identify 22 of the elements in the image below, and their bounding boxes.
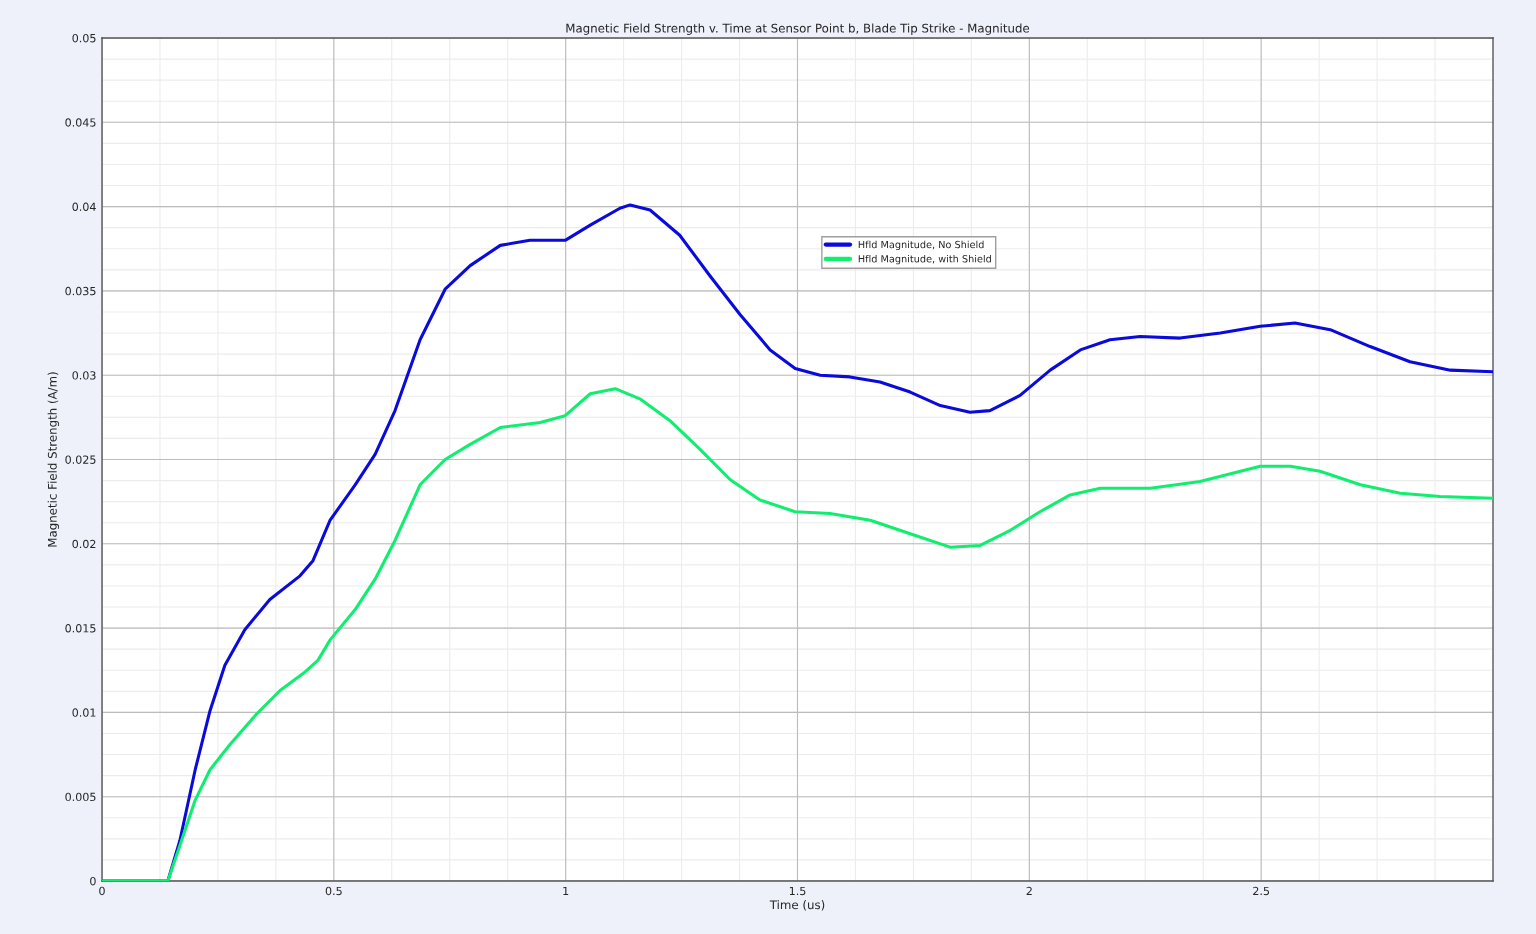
y-tick-label: 0.03 bbox=[72, 371, 96, 380]
x-tick-label: 0 bbox=[99, 886, 105, 896]
y-tick-label: 0.05 bbox=[72, 33, 96, 43]
y-tick-label: 0.045 bbox=[65, 118, 96, 127]
y-axis-title: Magnetic Field Strength (A/m) bbox=[47, 372, 60, 547]
y-tick-label: 0.035 bbox=[65, 286, 96, 296]
y-tick-label: 0.01 bbox=[72, 708, 96, 717]
x-tick-label: 1.5 bbox=[789, 886, 806, 896]
x-tick-label: 1 bbox=[563, 886, 569, 895]
legend-label: Hfld Magnitude, with Shield bbox=[858, 254, 991, 265]
x-axis-title: Time (us) bbox=[769, 900, 825, 911]
y-tick-label: 0.02 bbox=[72, 539, 96, 549]
y-tick-label: 0.015 bbox=[65, 624, 96, 633]
chart-title: Magnetic Field Strength v. Time at Sensor Point b, Blade Tip Strike - Magnitude bbox=[566, 23, 1030, 35]
x-tick-label: 0.5 bbox=[325, 886, 342, 896]
x-tick-label: 2 bbox=[1026, 886, 1032, 895]
y-tick-label: 0 bbox=[90, 876, 96, 886]
y-tick-label: 0.005 bbox=[65, 792, 96, 802]
legend-label: Hfld Magnitude, No Shield bbox=[858, 240, 984, 251]
y-tick-label: 0.04 bbox=[72, 202, 96, 211]
x-tick-label: 2.5 bbox=[1253, 886, 1270, 896]
y-tick-label: 0.025 bbox=[65, 455, 96, 464]
